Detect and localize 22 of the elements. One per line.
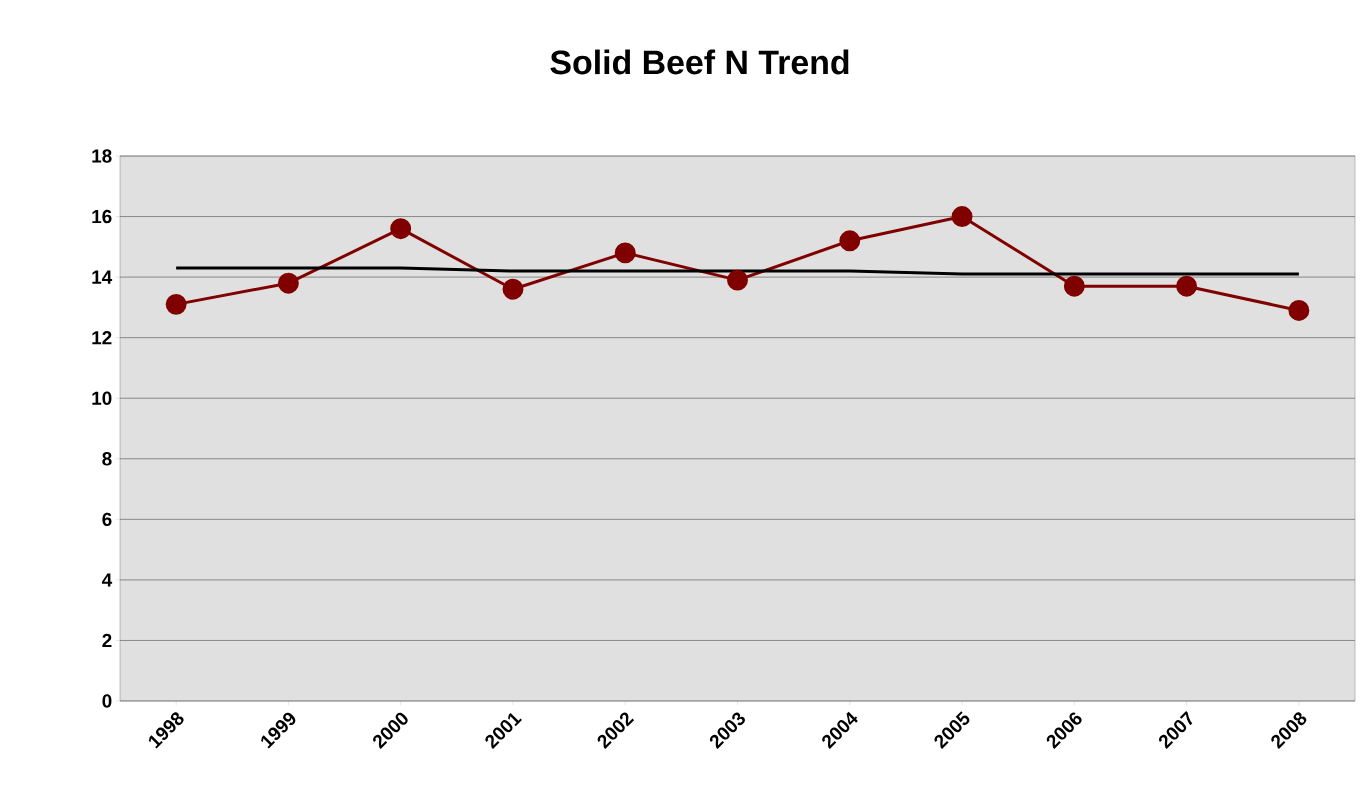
point <box>390 218 412 240</box>
y-tick-label: 10 <box>92 391 112 405</box>
point <box>1176 275 1198 297</box>
point <box>839 230 861 252</box>
point <box>1288 299 1310 321</box>
point <box>502 278 524 300</box>
y-tick-label: 16 <box>92 209 112 224</box>
point <box>1063 275 1085 297</box>
y-tick-label: 8 <box>102 452 112 466</box>
y-tick-label: 12 <box>92 331 112 345</box>
point <box>614 242 636 264</box>
chart-title: Solid Beef N Trend <box>550 49 849 75</box>
point <box>727 269 748 291</box>
point <box>165 293 187 315</box>
point <box>951 206 973 228</box>
y-tick-label: 14 <box>92 270 113 284</box>
y-tick-label: 18 <box>92 149 112 163</box>
point <box>277 272 299 294</box>
y-tick-label: 6 <box>102 512 112 527</box>
y-tick-label: 4 <box>101 573 113 587</box>
y-tick-label: 2 <box>102 633 112 648</box>
y-tick-label: 0 <box>102 694 112 708</box>
